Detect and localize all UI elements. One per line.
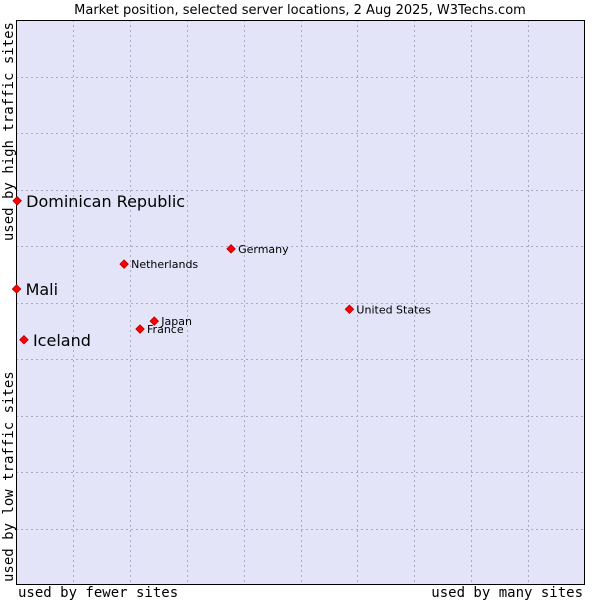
- point-marker: [226, 244, 236, 254]
- chart-title: Market position, selected server locatio…: [74, 3, 526, 18]
- point-france: France: [135, 323, 184, 336]
- y-axis-label-bottom: used by low traffic sites: [1, 371, 17, 582]
- point-label: Netherlands: [131, 258, 198, 271]
- point-mali: Mali: [11, 280, 59, 299]
- plot-area: [16, 20, 585, 585]
- x-axis-label-right: used by many sites: [431, 585, 583, 600]
- data-points: Dominican Republic Mali Iceland Germany Neth…: [11, 192, 431, 350]
- x-axis-label-left: used by fewer sites: [18, 585, 178, 600]
- point-label: Japan: [160, 315, 192, 328]
- point-label: France: [147, 323, 184, 336]
- plot-border: [16, 20, 585, 585]
- point-marker: [19, 335, 29, 345]
- point-label: United States: [356, 303, 431, 316]
- point-label: Germany: [238, 243, 289, 256]
- point-marker: [11, 284, 22, 294]
- y-axis-label-top: used by high traffic sites: [1, 22, 17, 241]
- point-label: Iceland: [33, 331, 91, 350]
- point-label: Dominican Republic: [26, 192, 185, 211]
- point-germany: Germany: [226, 243, 289, 256]
- point-marker: [12, 196, 22, 206]
- grid-lines: [16, 20, 585, 585]
- point-marker: [149, 316, 160, 326]
- point-marker: [119, 259, 129, 269]
- point-label: Mali: [26, 280, 59, 299]
- point-japan: Japan: [149, 315, 192, 328]
- point-marker: [344, 304, 355, 315]
- point-iceland: Iceland: [19, 331, 91, 350]
- point-united-states: United States: [344, 303, 431, 316]
- point-dominican-republic: Dominican Republic: [12, 192, 185, 211]
- point-netherlands: Netherlands: [119, 258, 198, 271]
- point-marker: [135, 324, 145, 334]
